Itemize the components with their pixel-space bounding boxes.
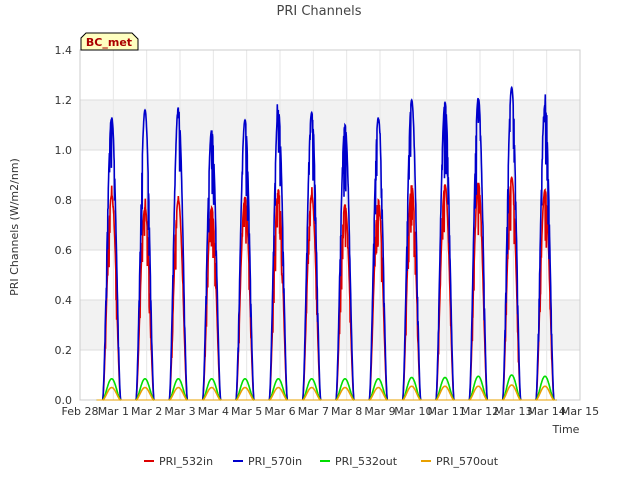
x-tick-label-3: Mar 3 [164, 405, 195, 418]
x-tick-label-14: Mar 14 [528, 405, 566, 418]
PRI_570out-day-14 [535, 385, 555, 401]
legend: PRI_532in PRI_570in PRI_532out PRI_570out [144, 455, 499, 468]
x-tick-label-13: Mar 13 [494, 405, 532, 418]
PRI_570in-day-5 [235, 118, 255, 401]
x-tick-label-12: Mar 12 [461, 405, 499, 418]
series-PRI_570out [96, 384, 557, 401]
PRI_570in-day-4 [201, 130, 222, 401]
legend-label-PRI_532in: PRI_532in [159, 455, 213, 468]
y-tick-label-6: 1.2 [55, 94, 73, 107]
annotation-text: BC_met [86, 36, 132, 49]
PRI_570out-day-5 [235, 386, 255, 401]
PRI_570in-day-9 [368, 117, 389, 401]
PRI_570in-day-13 [501, 85, 522, 401]
y-tick-label-2: 0.4 [55, 294, 73, 307]
y-tick-label-5: 1.0 [55, 144, 73, 157]
y-tick-label-7: 1.4 [55, 44, 73, 57]
PRI_532out-day-4 [202, 378, 222, 401]
PRI_532out-day-5 [235, 378, 255, 401]
series-layer [96, 85, 557, 401]
PRI_532out-day-1 [102, 378, 122, 401]
PRI_570in-day-11 [435, 100, 455, 401]
y-tick-label-1: 0.2 [55, 344, 73, 357]
PRI_570in-day-2 [135, 108, 155, 401]
x-tick-label-2: Mar 2 [131, 405, 162, 418]
PRI_532out-day-2 [135, 378, 155, 401]
x-axis-label: Time [552, 423, 580, 436]
band-5 [80, 100, 580, 150]
PRI_532out-day-14 [535, 375, 555, 401]
band-3 [80, 200, 580, 250]
y-axis-ticks: 0.0 0.2 0.4 0.6 0.8 1.0 1.2 1.4 [55, 44, 73, 407]
PRI_570in-day-7 [301, 110, 322, 401]
PRI_570out-day-1 [102, 386, 121, 401]
y-axis-label: PRI Channels (W/m2/nm) [8, 158, 21, 296]
PRI_570out-day-8 [335, 386, 355, 401]
PRI_570in-day-10 [401, 98, 422, 401]
PRI_532out-day-6 [268, 378, 288, 401]
y-tick-label-0: 0.0 [55, 394, 73, 407]
PRI_570out-day-9 [369, 386, 388, 401]
PRI_570out-day-3 [169, 386, 188, 401]
PRI_570out-day-2 [135, 386, 155, 401]
legend-label-PRI_570in: PRI_570in [248, 455, 302, 468]
x-tick-label-11: Mar 11 [428, 405, 466, 418]
PRI_532out-day-8 [335, 378, 355, 401]
y-tick-label-3: 0.6 [55, 244, 73, 257]
band-1 [80, 300, 580, 350]
annotation-box: BC_met [80, 32, 139, 51]
PRI_570in-day-8 [335, 122, 355, 401]
x-tick-label-7: Mar 7 [298, 405, 329, 418]
chart-title: PRI Channels [277, 4, 362, 19]
x-tick-label-15: Mar 15 [561, 405, 599, 418]
x-axis-ticks: Feb 28 Mar 1 Mar 2 Mar 3 Mar 4 Mar 5 Mar 6 Mar … [62, 405, 600, 418]
PRI_570out-day-10 [402, 385, 421, 401]
PRI_532out-day-11 [435, 376, 455, 401]
PRI_570out-day-4 [202, 386, 221, 401]
PRI_570in-day-1 [101, 117, 122, 401]
x-tick-label-8: Mar 8 [331, 405, 362, 418]
PRI_532out-day-10 [402, 376, 422, 401]
PRI_532out-day-9 [368, 378, 388, 401]
y-tick-label-4: 0.8 [55, 194, 73, 207]
PRI_570out-day-12 [469, 385, 488, 401]
legend-label-PRI_570out: PRI_570out [436, 455, 499, 468]
PRI_532out-day-13 [502, 374, 522, 401]
PRI_570out-day-6 [269, 386, 288, 401]
x-tick-label-9: Mar 9 [364, 405, 395, 418]
PRI_532out-day-3 [168, 378, 188, 401]
PRI_532out-day-12 [468, 375, 488, 401]
PRI_570out-day-13 [502, 384, 521, 401]
PRI_532out-day-7 [302, 378, 322, 401]
PRI_570in-day-3 [168, 107, 189, 401]
legend-label-PRI_532out: PRI_532out [335, 455, 398, 468]
PRI_570in-day-6 [268, 104, 289, 401]
x-tick-label-4: Mar 4 [198, 405, 229, 418]
background-bands [80, 100, 580, 350]
PRI_570out-day-11 [435, 385, 455, 401]
x-tick-label-10: Mar 10 [394, 405, 432, 418]
PRI_570in-day-12 [468, 97, 489, 401]
x-tick-label-5: Mar 5 [231, 405, 262, 418]
x-tick-label-0: Feb 28 [62, 405, 99, 418]
PRI_570out-day-7 [302, 386, 321, 401]
x-tick-label-1: Mar 1 [98, 405, 129, 418]
x-tick-label-6: Mar 6 [264, 405, 295, 418]
PRI_570in-day-14 [535, 94, 555, 401]
